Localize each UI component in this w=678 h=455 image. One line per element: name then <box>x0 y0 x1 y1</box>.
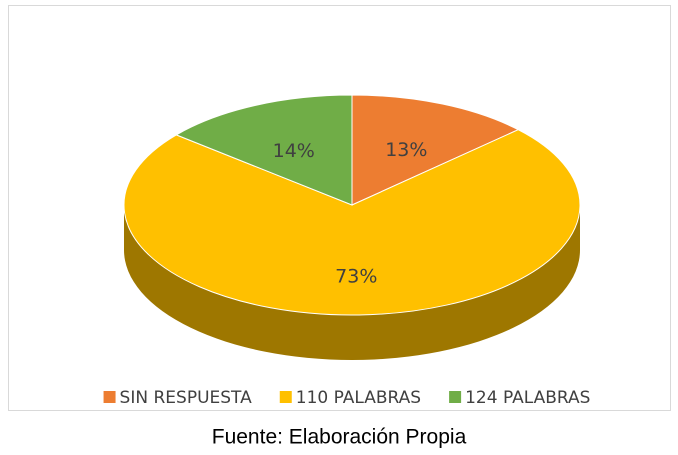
legend-swatch <box>449 391 462 403</box>
legend-label: 124 PALABRAS <box>465 388 590 408</box>
pie-slice <box>175 94 353 206</box>
data-label: 14% <box>273 140 315 162</box>
legend-label: SIN RESPUESTA <box>120 388 253 408</box>
legend: SIN RESPUESTA 110 PALABRAS 124 PALABRAS <box>103 388 590 408</box>
data-label: 73% <box>335 265 377 287</box>
legend-swatch <box>279 391 292 403</box>
legend-label: 110 PALABRAS <box>296 388 421 408</box>
legend-swatch <box>103 391 116 403</box>
pie-slice <box>351 94 520 206</box>
data-label: 13% <box>385 139 427 161</box>
pie-slice <box>123 129 581 316</box>
pie-side <box>124 205 580 360</box>
caption: Fuente: Elaboración Propia <box>212 426 467 449</box>
